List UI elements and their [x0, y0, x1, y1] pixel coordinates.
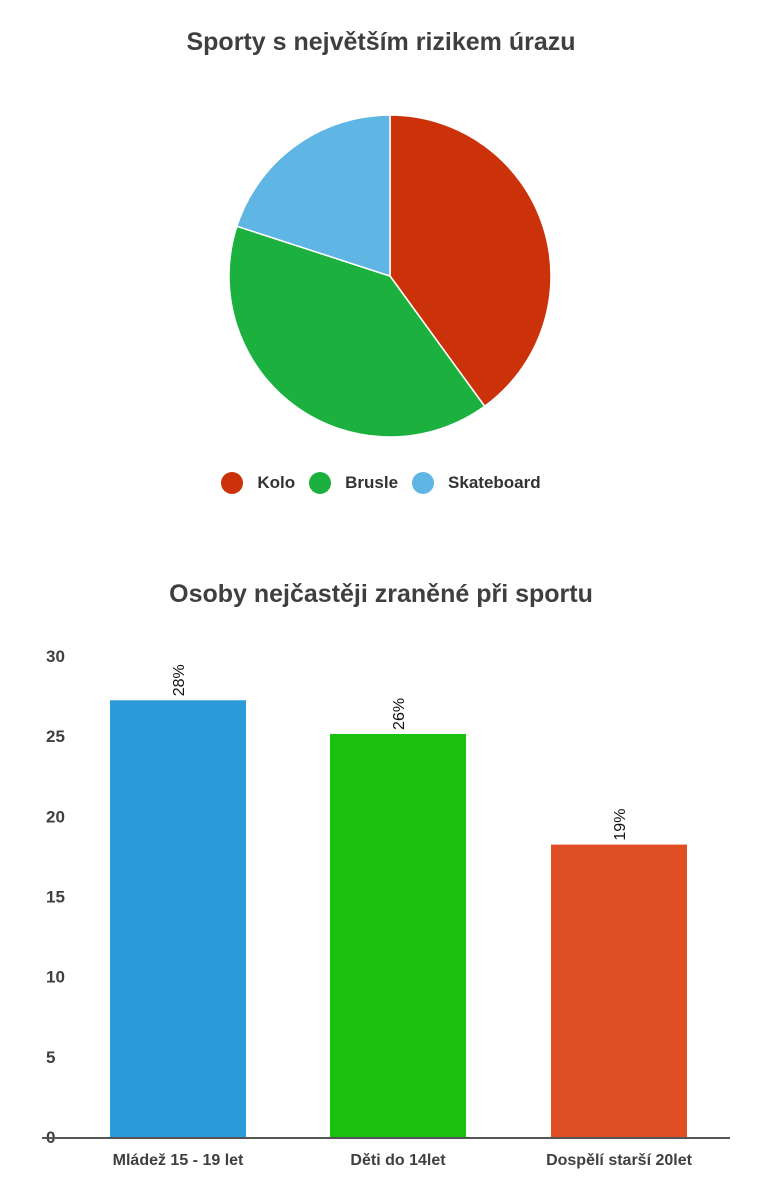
y-tick-label: 5: [46, 1048, 55, 1067]
y-tick-label: 20: [46, 807, 65, 826]
bar-data-label: 26%: [391, 698, 408, 730]
x-category-label: Děti do 14let: [350, 1152, 446, 1169]
pie-slice-brusle[interactable]: [228, 225, 486, 438]
bar-chart-title: Osoby nejčastěji zraněné při sportu: [169, 580, 593, 608]
legend-dot-brusle: [309, 472, 332, 494]
legend-item-kolo[interactable]: Kolo: [221, 472, 295, 494]
bar[interactable]: [551, 844, 687, 1138]
bar-data-label: 28%: [171, 664, 188, 696]
x-category-label: Mládež 15 - 19 let: [113, 1152, 244, 1169]
legend-dot-skateboard: [412, 472, 435, 494]
pie-chart: [228, 114, 552, 438]
legend-dot-kolo: [221, 472, 244, 494]
pie-slice-skateboard[interactable]: [235, 114, 391, 278]
y-tick-label: 10: [46, 968, 65, 987]
bar-data-label: 19%: [612, 809, 629, 841]
y-tick-label: 15: [46, 888, 65, 907]
legend-item-skateboard[interactable]: Skateboard: [412, 472, 541, 494]
pie-legend: Kolo Brusle Skateboard: [0, 472, 762, 494]
x-category-label: Dospělí starší 20let: [546, 1152, 693, 1169]
bar[interactable]: [330, 733, 466, 1138]
pie-slice-kolo[interactable]: [389, 114, 552, 408]
y-tick-label: 30: [46, 647, 65, 666]
y-tick-label: 25: [46, 727, 65, 746]
legend-label-skateboard: Skateboard: [448, 473, 541, 492]
pie-chart-title: Sporty s největším rizikem úrazu: [186, 28, 576, 56]
legend-label-brusle: Brusle: [345, 473, 399, 492]
legend-item-brusle[interactable]: Brusle: [309, 472, 398, 494]
bar[interactable]: [110, 700, 246, 1138]
legend-label-kolo: Kolo: [257, 473, 296, 492]
